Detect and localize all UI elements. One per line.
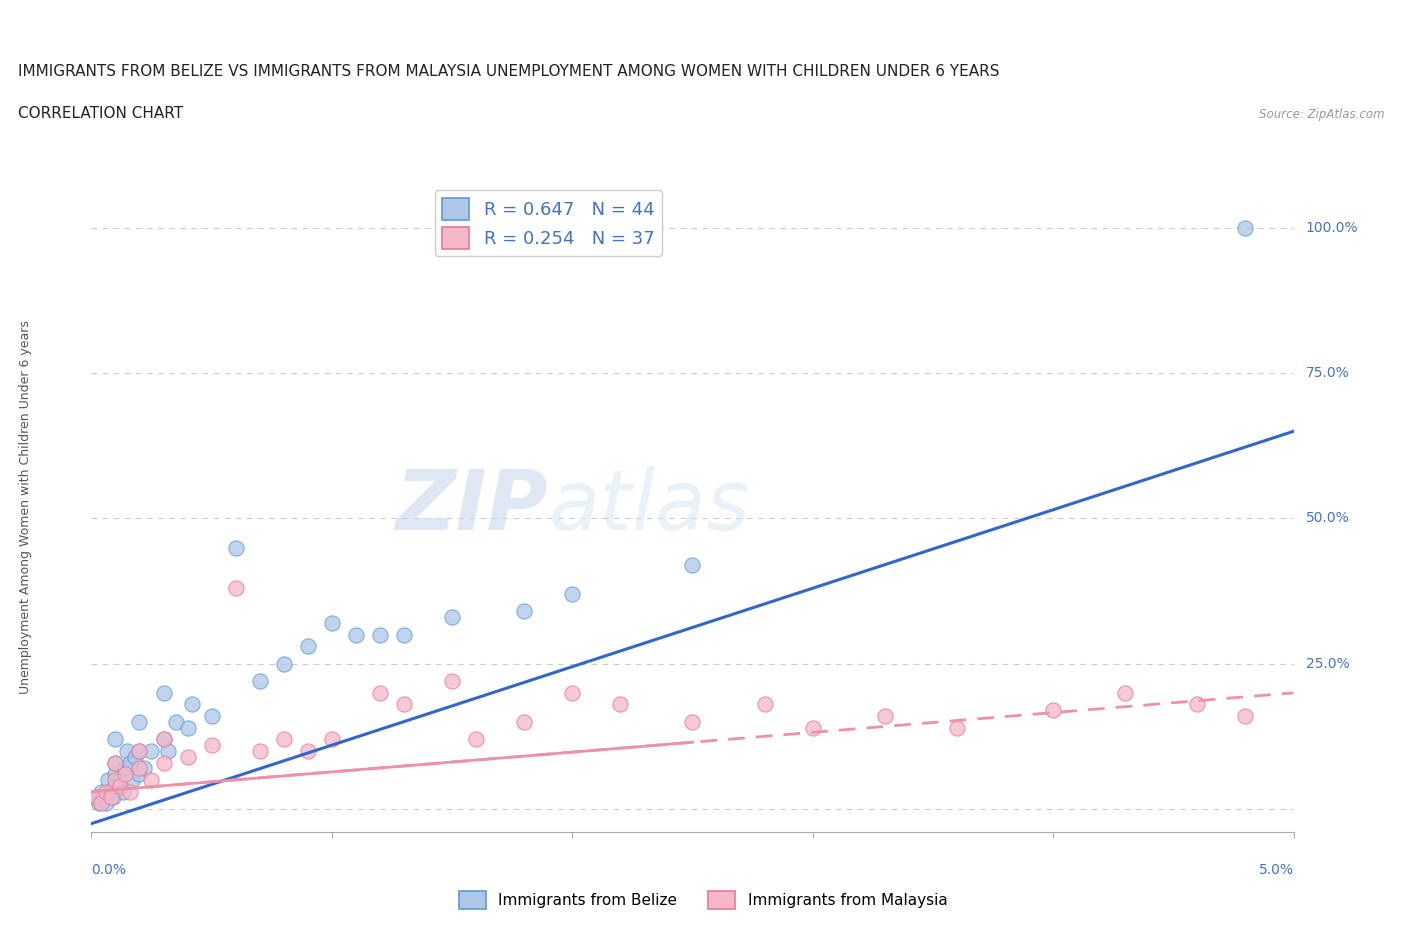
Point: [118, 784, 141, 799]
Text: 25.0%: 25.0%: [1306, 657, 1350, 671]
Point: [134, 761, 156, 776]
Point: [297, 744, 319, 759]
Point: [465, 732, 488, 747]
Point: [104, 766, 127, 781]
Text: atlas: atlas: [548, 466, 749, 548]
Point: [93, 790, 115, 805]
Point: [273, 657, 295, 671]
Point: [104, 773, 127, 788]
Point: [321, 732, 343, 747]
Text: 75.0%: 75.0%: [1306, 366, 1350, 380]
Point: [104, 732, 127, 747]
Point: [249, 673, 271, 688]
Point: [181, 698, 204, 712]
Point: [201, 709, 224, 724]
Point: [440, 610, 463, 625]
Point: [121, 773, 143, 788]
Point: [110, 773, 132, 788]
Point: [176, 750, 198, 764]
Point: [128, 744, 150, 759]
Point: [1187, 698, 1209, 712]
Point: [681, 558, 703, 573]
Point: [101, 790, 124, 805]
Point: [152, 732, 174, 747]
Point: [368, 685, 391, 700]
Point: [157, 744, 180, 759]
Point: [90, 784, 112, 799]
Point: [118, 755, 141, 770]
Point: [117, 744, 139, 759]
Text: 0.0%: 0.0%: [91, 863, 127, 877]
Point: [201, 737, 224, 752]
Text: IMMIGRANTS FROM BELIZE VS IMMIGRANTS FROM MALAYSIA UNEMPLOYMENT AMONG WOMEN WITH: IMMIGRANTS FROM BELIZE VS IMMIGRANTS FRO…: [18, 64, 1000, 79]
Point: [368, 628, 391, 643]
Point: [128, 714, 150, 729]
Point: [141, 744, 163, 759]
Point: [128, 766, 150, 781]
Point: [440, 673, 463, 688]
Point: [97, 773, 120, 788]
Point: [946, 720, 969, 735]
Point: [94, 784, 117, 799]
Text: Unemployment Among Women with Children Under 6 years: Unemployment Among Women with Children U…: [18, 320, 32, 694]
Point: [609, 698, 631, 712]
Point: [111, 784, 134, 799]
Text: 5.0%: 5.0%: [1258, 863, 1294, 877]
Point: [152, 685, 174, 700]
Point: [114, 761, 136, 776]
Point: [1042, 703, 1064, 718]
Point: [128, 761, 150, 776]
Point: [84, 790, 107, 805]
Point: [84, 790, 107, 805]
Point: [344, 628, 367, 643]
Point: [249, 744, 271, 759]
Text: Source: ZipAtlas.com: Source: ZipAtlas.com: [1260, 108, 1385, 121]
Point: [100, 784, 122, 799]
Text: 50.0%: 50.0%: [1306, 512, 1350, 525]
Legend: R = 0.647   N = 44, R = 0.254   N = 37: R = 0.647 N = 44, R = 0.254 N = 37: [434, 191, 662, 256]
Point: [165, 714, 187, 729]
Point: [124, 750, 146, 764]
Point: [754, 698, 776, 712]
Point: [225, 540, 247, 555]
Point: [513, 604, 536, 619]
Point: [561, 685, 583, 700]
Point: [104, 755, 127, 770]
Point: [110, 778, 132, 793]
Point: [128, 744, 150, 759]
Point: [94, 796, 117, 811]
Point: [225, 580, 247, 596]
Point: [392, 698, 415, 712]
Point: [176, 720, 198, 735]
Point: [87, 796, 110, 811]
Point: [90, 796, 112, 811]
Point: [513, 714, 536, 729]
Point: [104, 778, 127, 793]
Point: [114, 766, 136, 781]
Point: [873, 709, 896, 724]
Point: [392, 628, 415, 643]
Point: [152, 732, 174, 747]
Text: CORRELATION CHART: CORRELATION CHART: [18, 106, 183, 121]
Point: [321, 616, 343, 631]
Point: [1234, 220, 1257, 235]
Point: [152, 755, 174, 770]
Point: [1114, 685, 1136, 700]
Text: 100.0%: 100.0%: [1306, 220, 1358, 235]
Point: [561, 587, 583, 602]
Point: [104, 755, 127, 770]
Point: [100, 790, 122, 805]
Point: [801, 720, 824, 735]
Point: [1234, 709, 1257, 724]
Legend: Immigrants from Belize, Immigrants from Malaysia: Immigrants from Belize, Immigrants from …: [453, 885, 953, 915]
Point: [297, 639, 319, 654]
Point: [681, 714, 703, 729]
Text: ZIP: ZIP: [395, 466, 548, 548]
Point: [273, 732, 295, 747]
Point: [141, 773, 163, 788]
